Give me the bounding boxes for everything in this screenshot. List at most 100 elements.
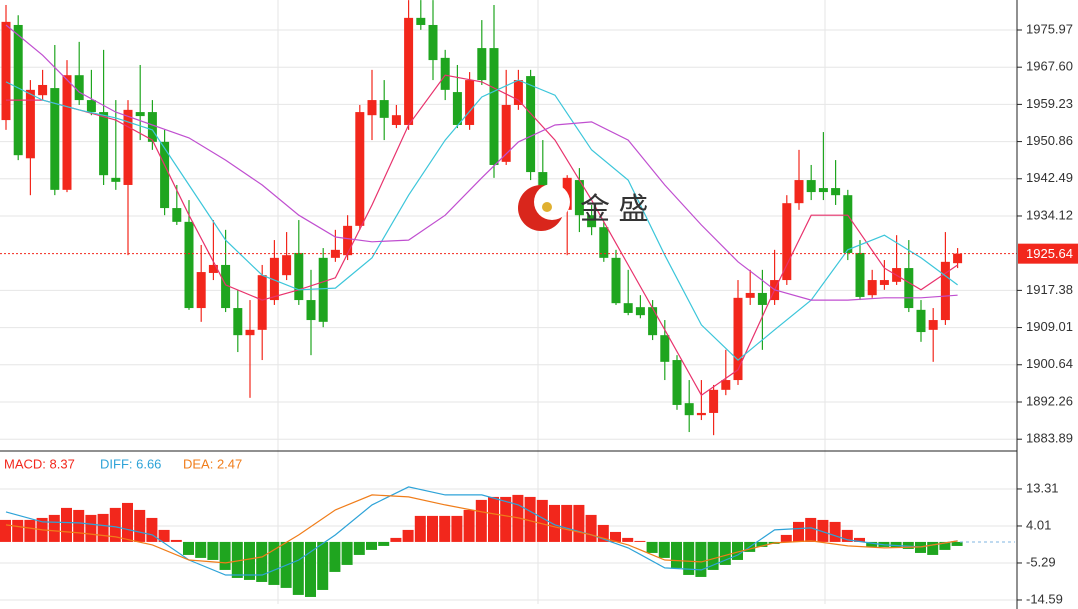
candle-body: [245, 329, 255, 336]
macd-bar: [24, 519, 36, 542]
macd-bar: [195, 541, 207, 558]
candle-body: [99, 112, 109, 176]
candle-body: [940, 261, 950, 321]
candle-body: [757, 292, 767, 305]
candle-body: [635, 307, 645, 316]
candle-body: [538, 172, 548, 196]
candle-body: [50, 88, 60, 190]
candle-body: [172, 208, 182, 222]
macd-bar: [329, 541, 341, 572]
y-tick-label: 1900.64: [1026, 356, 1073, 371]
candle-body: [513, 80, 523, 105]
candle-body: [526, 76, 536, 173]
macd-bar: [671, 541, 682, 568]
candle-body: [696, 412, 706, 416]
candle-body: [660, 335, 670, 362]
last-price-label: 1925.64: [1026, 246, 1073, 261]
macd-bar: [719, 541, 731, 565]
macd-bar: [646, 541, 658, 553]
candle-body: [611, 257, 621, 304]
candle-body: [428, 24, 438, 61]
candle-body: [904, 268, 914, 309]
macd-bar: [854, 537, 865, 542]
candle-body: [306, 300, 316, 321]
macd-bar: [695, 541, 707, 577]
macd-bar: [561, 504, 573, 542]
macd-bar: [170, 539, 182, 542]
candle-body: [648, 307, 658, 336]
macd-bar: [0, 519, 11, 542]
macd-bar: [524, 496, 536, 542]
macd-bar: [817, 519, 829, 542]
macd-bar: [134, 509, 146, 542]
macd-bar: [402, 529, 414, 542]
y-tick-label: 1917.38: [1026, 282, 1073, 297]
candle-body: [465, 80, 475, 125]
macd-bar: [183, 541, 194, 555]
macd-bar: [585, 514, 597, 542]
indicator-line: [5, 494, 958, 564]
candle-body: [111, 177, 121, 182]
indicator-line: [5, 24, 958, 301]
macd-bar: [109, 507, 121, 542]
macd-bar: [500, 496, 512, 542]
candle-body: [196, 272, 206, 309]
candle-body: [574, 180, 584, 216]
macd-bar: [622, 537, 634, 542]
y-tick-label: 1942.49: [1026, 170, 1073, 185]
macd-bar: [366, 541, 377, 550]
macd-bar: [939, 541, 951, 550]
macd-bar: [317, 541, 329, 590]
macd-bar: [805, 517, 817, 542]
macd-bar: [451, 515, 463, 542]
candle-body: [623, 303, 633, 313]
macd-bar: [573, 504, 585, 542]
candle-body: [953, 253, 963, 264]
grid-layer: [0, 29, 1017, 601]
candle-body: [379, 100, 389, 118]
candle-body: [489, 48, 499, 165]
candle-body: [818, 188, 828, 193]
macd-bar: [463, 509, 475, 542]
candle-body: [269, 257, 279, 301]
candle-body: [416, 17, 426, 25]
candle-body: [867, 280, 877, 296]
candle-body: [343, 225, 353, 256]
macd-bar: [634, 540, 646, 542]
candle-body: [330, 249, 340, 258]
logo-cutout: [534, 184, 570, 220]
y-tick-label: 4.01: [1026, 517, 1051, 532]
macd-bar: [829, 521, 841, 542]
macd-bar: [244, 541, 255, 580]
candle-body: [74, 75, 84, 101]
macd-bar: [488, 496, 499, 542]
macd-bar: [707, 541, 719, 570]
y-tick-label: -14.59: [1026, 591, 1063, 606]
candle-body: [1, 21, 11, 121]
candle-body: [806, 180, 816, 193]
last-price-tag: [1018, 243, 1078, 264]
legend-macd: MACD: 8.37: [4, 456, 75, 471]
candle-body: [452, 92, 462, 125]
indicator-line: [5, 486, 958, 576]
candle-body: [208, 264, 218, 273]
y-tick-label: 1975.97: [1026, 21, 1073, 36]
macd-bar: [732, 541, 743, 560]
candle-body: [135, 112, 145, 117]
macd-bar: [780, 534, 792, 542]
macd-bar: [927, 541, 939, 555]
candle-body: [282, 255, 292, 276]
indicator-line: [5, 79, 958, 361]
candle-body: [184, 221, 194, 309]
indicator-line: [6, 74, 958, 397]
macd-bar: [378, 541, 390, 546]
y-tick-label: 13.31: [1026, 480, 1059, 495]
candle-body: [709, 389, 719, 413]
candle-body: [38, 84, 48, 96]
candle-body: [855, 252, 865, 297]
macd-bar: [256, 541, 268, 582]
macd-bar: [439, 515, 451, 542]
macd-bar: [414, 515, 426, 542]
candle-body: [684, 403, 694, 416]
candle-body: [233, 308, 243, 336]
